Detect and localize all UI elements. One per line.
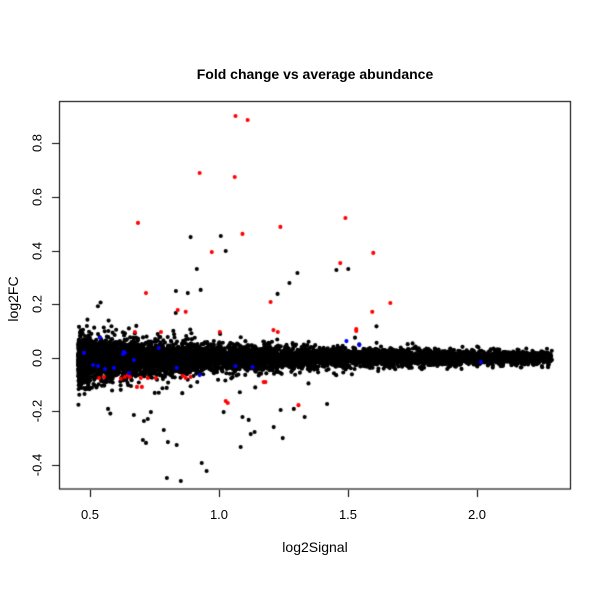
x-tick-label: 1.5 [338,507,358,522]
x-tick-label: 0.5 [80,507,100,522]
x-axis-label: log2Signal [282,539,348,555]
x-tick-label: 1.0 [209,507,229,522]
y-tick-label: 0.6 [29,187,45,206]
y-tick-label: -0.4 [29,453,45,477]
y-axis-label: log2FC [5,276,21,322]
chart-title: Fold change vs average abundance [196,66,434,82]
y-tick-label: 0.8 [29,134,45,153]
y-tick-label: 0.0 [29,348,45,367]
y-tick-label: 0.2 [29,295,45,314]
y-tick-label: 0.4 [29,241,45,260]
y-tick-label: -0.2 [29,400,45,423]
x-tick-label: 2.0 [467,507,487,522]
